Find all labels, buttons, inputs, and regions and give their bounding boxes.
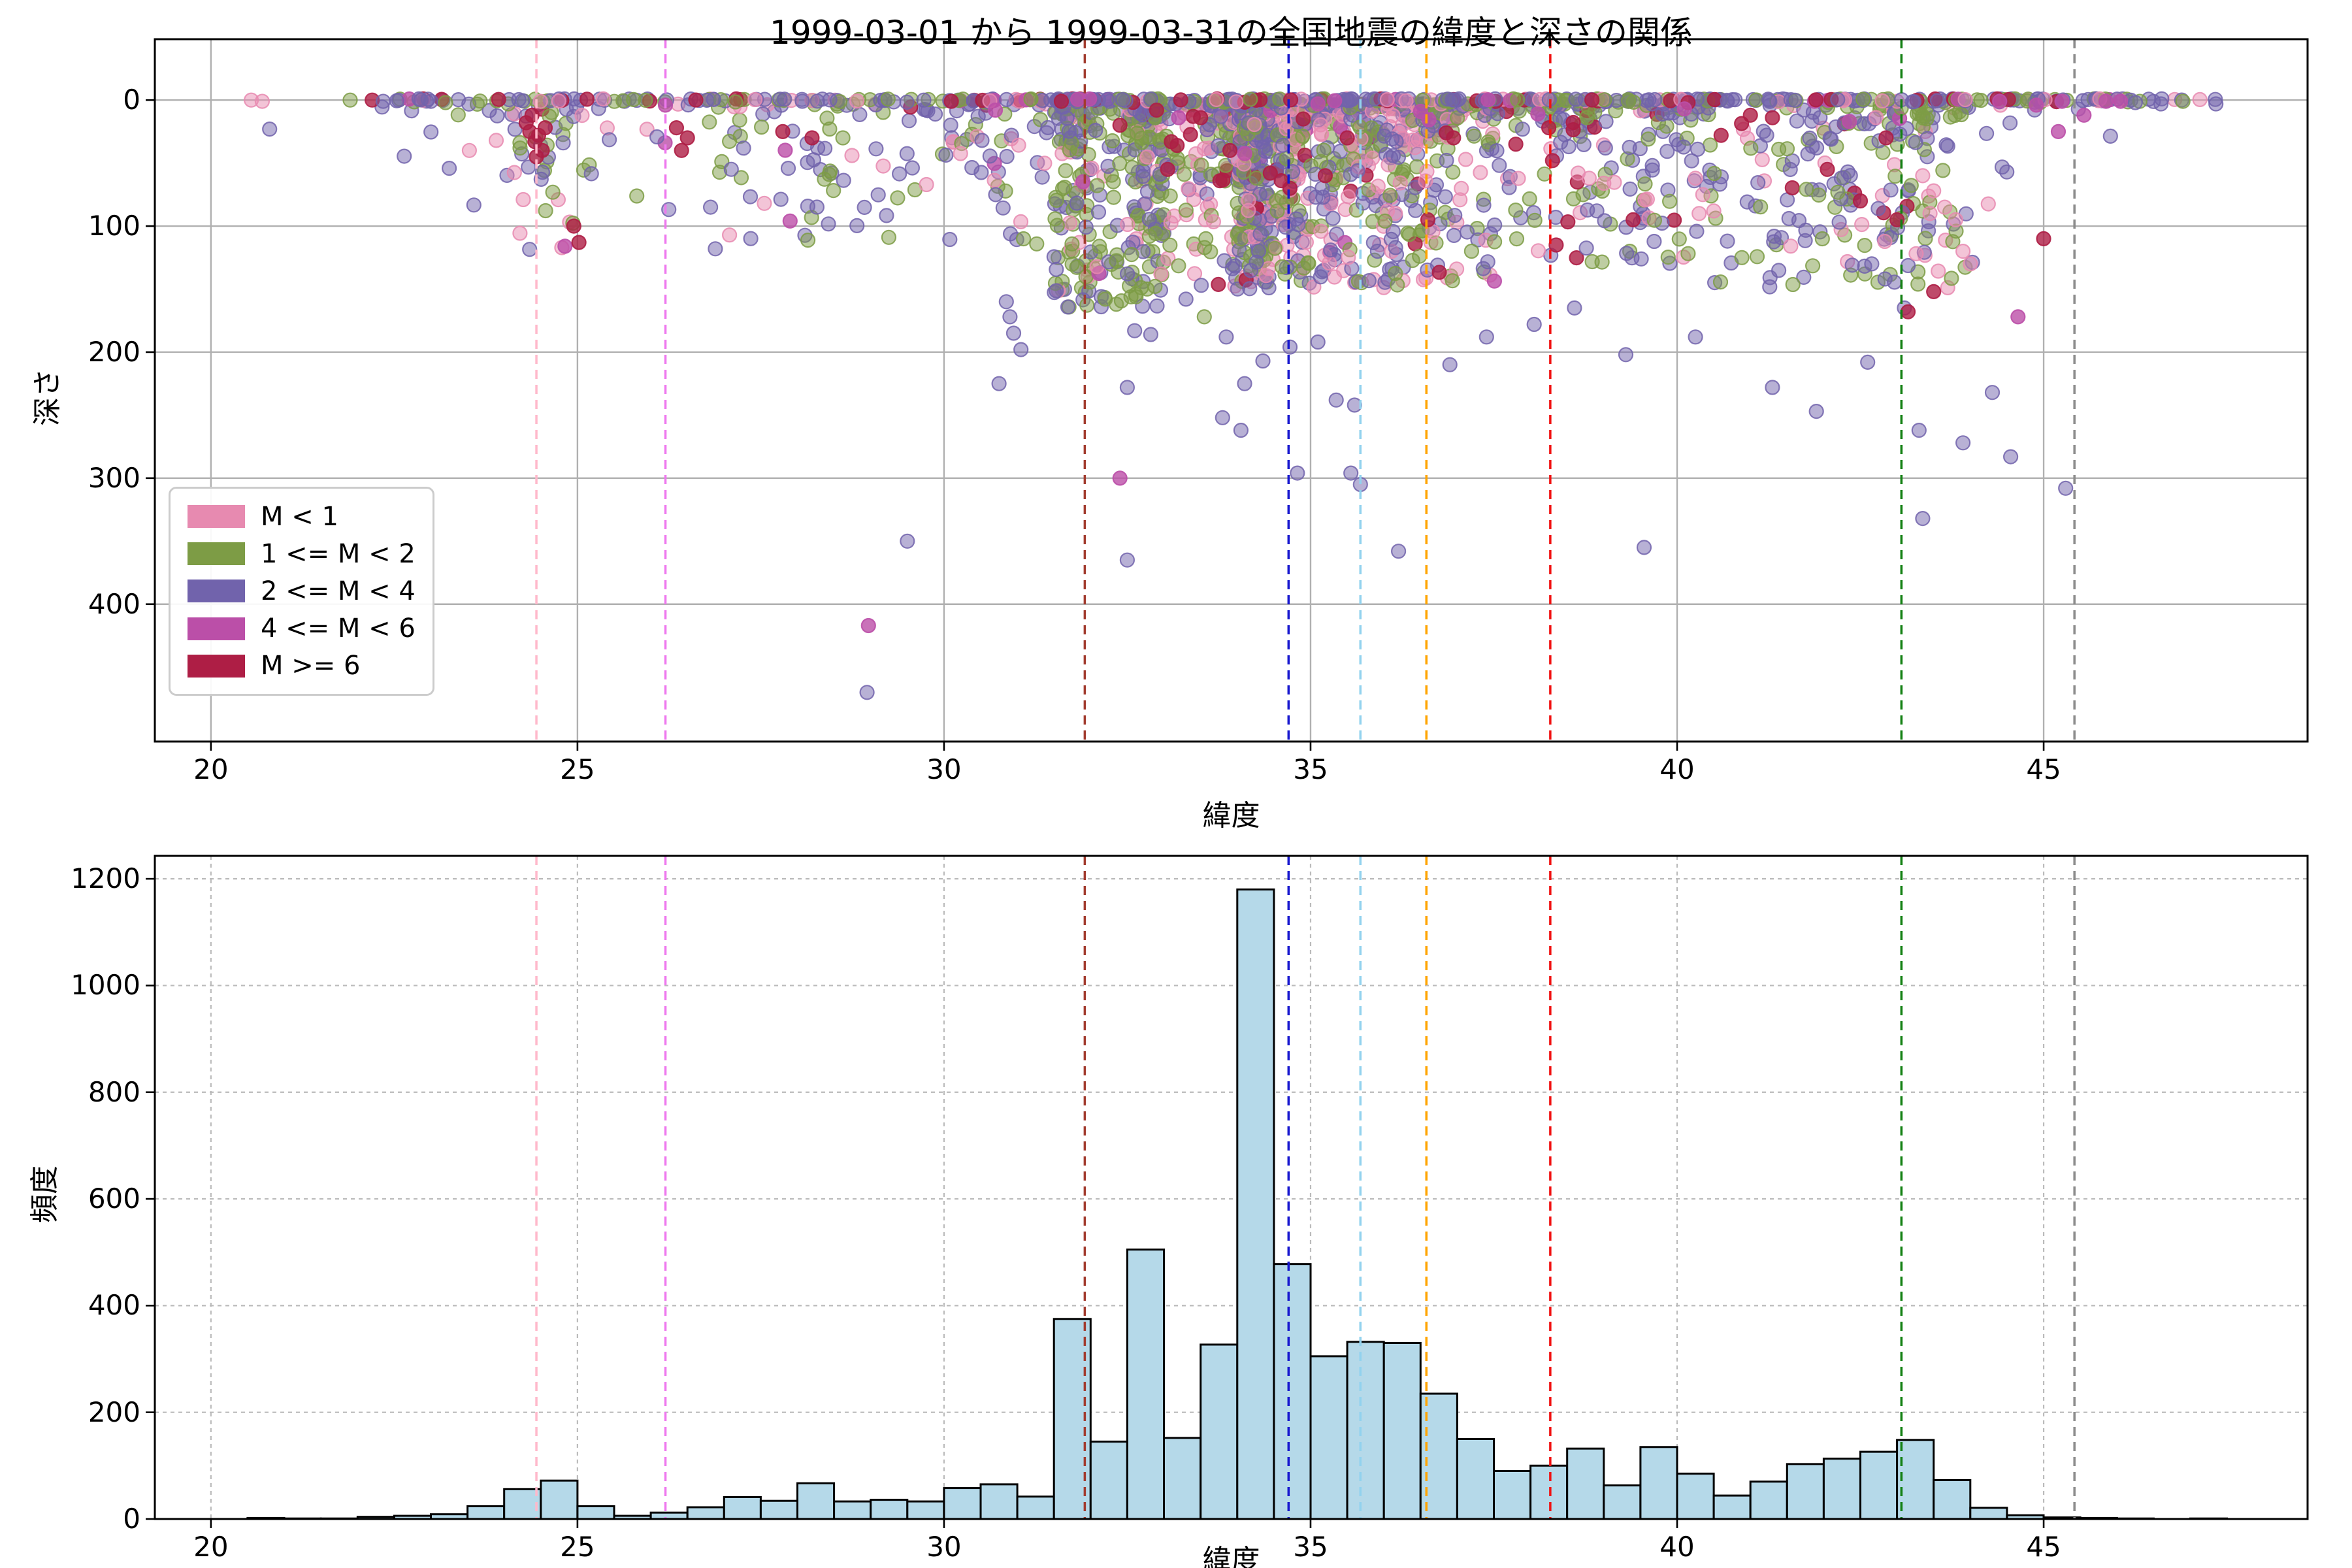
histogram-bar [1529,1464,1569,1519]
histogram-bar [723,1496,762,1519]
histogram-bar [1382,1342,1422,1519]
histogram-bar [1676,1473,1715,1519]
histogram-xtick-label: 20 [193,1531,229,1563]
histogram-bar [1346,1341,1385,1519]
histogram-bar [466,1505,506,1519]
scatter-ytick-label: 200 [88,335,140,368]
scatter-xtick-label: 30 [926,753,962,785]
histogram-ytick-label: 800 [88,1075,140,1108]
scatter-xtick-label: 40 [1659,753,1695,785]
scatter-xtick-label: 35 [1293,753,1328,785]
histogram-bar [1309,1355,1348,1519]
legend-box: M < 1 1 <= M < 2 2 <= M < 4 4 <= M < 6 M… [169,487,434,696]
legend-swatch-pink [188,505,245,529]
histogram-bar [1200,1343,1239,1519]
histogram-bar [1163,1437,1202,1519]
scatter-points [244,91,2224,700]
histogram-xtick-label: 45 [2026,1531,2061,1563]
histogram-bar [1566,1447,1605,1519]
legend-item-m-lt-1: M < 1 [188,504,433,530]
legend-item-m-2-4: 2 <= M < 4 [188,578,433,604]
histogram-bar [1089,1441,1128,1519]
scatter-ytick-label: 300 [88,461,140,494]
histogram-xtick-label: 25 [560,1531,595,1563]
histogram-bar [906,1500,945,1519]
histogram-bar [1859,1450,1899,1519]
histogram-ytick-label: 0 [123,1503,140,1535]
histogram-bar [1639,1446,1678,1519]
legend-swatch-crimson [188,654,245,678]
legend-item-m-1-2: 1 <= M < 2 [188,541,433,567]
histogram-bar [1822,1458,1861,1519]
scatter-xaxis-label: 緯度 [1202,799,1260,832]
scatter-plot-frame [154,38,2309,743]
scatter-xtick-label: 25 [560,753,595,785]
legend-item-m-4-6: 4 <= M < 6 [188,615,433,642]
legend-label: M >= 6 [261,651,361,681]
histogram-bar [1896,1439,1935,1519]
histogram-bar [1456,1438,1495,1519]
histogram-ytick-label: 200 [88,1396,140,1428]
histogram-bar [686,1506,725,1519]
legend-label: 1 <= M < 2 [261,538,416,569]
reference-lines [535,39,2076,1519]
histogram-plot-frame [154,855,2309,1520]
histogram-bar [540,1479,579,1519]
histogram-bar [796,1482,836,1519]
legend-swatch-olive [188,542,245,566]
legend-item-m-ge-6: M >= 6 [188,653,433,679]
scatter-xtick-label: 20 [193,753,229,785]
histogram-bars [246,888,2229,1519]
histogram-ytick-label: 1200 [71,862,140,895]
histogram-bar [833,1500,872,1519]
histogram-bar [1126,1249,1166,1519]
histogram-ytick-label: 600 [88,1183,140,1215]
histogram-bar [943,1487,982,1519]
scatter-xtick-label: 45 [2026,753,2061,785]
histogram-gridlines [155,856,2308,1519]
legend-label: 4 <= M < 6 [261,613,416,644]
tick-marks [146,99,2045,1528]
scatter-ytick-label: 0 [123,84,140,116]
histogram-bar [1493,1470,1532,1519]
histogram-bar [1273,1263,1312,1519]
scatter-ytick-label: 100 [88,210,140,242]
histogram-bar [1712,1494,1752,1519]
chart-title: 1999-03-01 から 1999-03-31の全国地震の緯度と深さの関係 [770,14,1693,52]
histogram-bar [1603,1484,1642,1519]
histogram-bar [1749,1480,1788,1519]
histogram-bar [576,1505,615,1519]
legend-label: M < 1 [261,501,338,532]
histogram-bar [1933,1478,1972,1519]
histogram-bar [1016,1495,1055,1519]
histogram-xtick-label: 35 [1293,1531,1328,1563]
histogram-ytick-label: 400 [88,1289,140,1322]
histogram-xtick-label: 40 [1659,1531,1695,1563]
histogram-bar [759,1499,799,1519]
legend-swatch-purple [188,580,245,603]
histogram-bar [870,1499,909,1519]
histogram-xtick-label: 30 [926,1531,962,1563]
histogram-bar [1786,1463,1825,1519]
scatter-ytick-label: 400 [88,587,140,620]
histogram-bar [1969,1507,2008,1519]
legend-swatch-orchid [188,617,245,640]
histogram-xaxis-label: 緯度 [1202,1544,1260,1568]
legend-label: 2 <= M < 4 [261,576,416,606]
histogram-bar [1236,888,1275,1519]
histogram-bar [979,1483,1019,1519]
histogram-ytick-label: 1000 [71,969,140,1002]
